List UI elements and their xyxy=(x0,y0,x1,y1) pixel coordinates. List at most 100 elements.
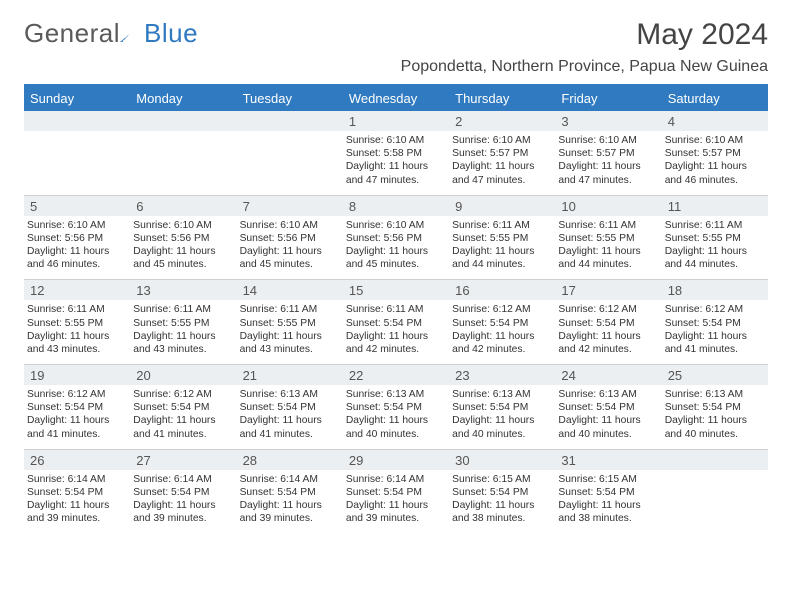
day-number: 28 xyxy=(237,450,343,470)
sunset-line: Sunset: 5:55 PM xyxy=(558,232,658,245)
sunset-line: Sunset: 5:57 PM xyxy=(452,147,552,160)
calendar-cell: 6Sunrise: 6:10 AMSunset: 5:56 PMDaylight… xyxy=(130,196,236,280)
brand-part1: General xyxy=(24,18,120,49)
daylight-line: Daylight: 11 hours and 46 minutes. xyxy=(665,160,765,186)
sunrise-line: Sunrise: 6:14 AM xyxy=(133,473,233,486)
daylight-line: Daylight: 11 hours and 43 minutes. xyxy=(240,330,340,356)
sun-info: Sunrise: 6:10 AMSunset: 5:57 PMDaylight:… xyxy=(665,134,765,187)
calendar-cell: 21Sunrise: 6:13 AMSunset: 5:54 PMDayligh… xyxy=(237,365,343,449)
calendar-cell: 24Sunrise: 6:13 AMSunset: 5:54 PMDayligh… xyxy=(555,365,661,449)
sunrise-line: Sunrise: 6:10 AM xyxy=(346,134,446,147)
sun-info: Sunrise: 6:11 AMSunset: 5:55 PMDaylight:… xyxy=(665,219,765,272)
calendar-week: 1Sunrise: 6:10 AMSunset: 5:58 PMDaylight… xyxy=(24,111,768,195)
sunrise-line: Sunrise: 6:12 AM xyxy=(133,388,233,401)
sunset-line: Sunset: 5:55 PM xyxy=(665,232,765,245)
calendar-week: 5Sunrise: 6:10 AMSunset: 5:56 PMDaylight… xyxy=(24,195,768,280)
calendar-cell: 10Sunrise: 6:11 AMSunset: 5:55 PMDayligh… xyxy=(555,196,661,280)
day-number: 19 xyxy=(24,365,130,385)
day-number: 6 xyxy=(130,196,236,216)
day-number: 2 xyxy=(449,111,555,131)
day-number: 7 xyxy=(237,196,343,216)
sunset-line: Sunset: 5:54 PM xyxy=(240,401,340,414)
calendar-cell: 28Sunrise: 6:14 AMSunset: 5:54 PMDayligh… xyxy=(237,450,343,534)
sunrise-line: Sunrise: 6:10 AM xyxy=(240,219,340,232)
daylight-line: Daylight: 11 hours and 43 minutes. xyxy=(27,330,127,356)
page-header: General Blue May 2024 Popondetta, Northe… xyxy=(24,18,768,76)
day-number: 8 xyxy=(343,196,449,216)
sun-info: Sunrise: 6:12 AMSunset: 5:54 PMDaylight:… xyxy=(665,303,765,356)
sun-info: Sunrise: 6:15 AMSunset: 5:54 PMDaylight:… xyxy=(558,473,658,526)
sunset-line: Sunset: 5:56 PM xyxy=(240,232,340,245)
calendar-cell: 27Sunrise: 6:14 AMSunset: 5:54 PMDayligh… xyxy=(130,450,236,534)
calendar-cell: 16Sunrise: 6:12 AMSunset: 5:54 PMDayligh… xyxy=(449,280,555,364)
sunrise-line: Sunrise: 6:11 AM xyxy=(346,303,446,316)
day-header-cell: Thursday xyxy=(449,86,555,111)
sun-info: Sunrise: 6:10 AMSunset: 5:57 PMDaylight:… xyxy=(558,134,658,187)
sunrise-line: Sunrise: 6:13 AM xyxy=(558,388,658,401)
sun-info: Sunrise: 6:11 AMSunset: 5:54 PMDaylight:… xyxy=(346,303,446,356)
location-text: Popondetta, Northern Province, Papua New… xyxy=(401,58,768,76)
daylight-line: Daylight: 11 hours and 45 minutes. xyxy=(240,245,340,271)
day-number: 20 xyxy=(130,365,236,385)
title-block: May 2024 Popondetta, Northern Province, … xyxy=(401,18,768,76)
day-header-cell: Sunday xyxy=(24,86,130,111)
sun-info: Sunrise: 6:12 AMSunset: 5:54 PMDaylight:… xyxy=(27,388,127,441)
sunset-line: Sunset: 5:54 PM xyxy=(665,317,765,330)
daylight-line: Daylight: 11 hours and 42 minutes. xyxy=(558,330,658,356)
sun-info: Sunrise: 6:10 AMSunset: 5:56 PMDaylight:… xyxy=(27,219,127,272)
sun-info: Sunrise: 6:10 AMSunset: 5:56 PMDaylight:… xyxy=(240,219,340,272)
sun-info: Sunrise: 6:10 AMSunset: 5:57 PMDaylight:… xyxy=(452,134,552,187)
calendar-cell: 12Sunrise: 6:11 AMSunset: 5:55 PMDayligh… xyxy=(24,280,130,364)
sunrise-line: Sunrise: 6:11 AM xyxy=(665,219,765,232)
day-number: 17 xyxy=(555,280,661,300)
sunrise-line: Sunrise: 6:11 AM xyxy=(240,303,340,316)
sun-info: Sunrise: 6:13 AMSunset: 5:54 PMDaylight:… xyxy=(452,388,552,441)
sunset-line: Sunset: 5:54 PM xyxy=(346,486,446,499)
calendar-cell: 14Sunrise: 6:11 AMSunset: 5:55 PMDayligh… xyxy=(237,280,343,364)
day-number: 12 xyxy=(24,280,130,300)
sunset-line: Sunset: 5:55 PM xyxy=(240,317,340,330)
day-number: 22 xyxy=(343,365,449,385)
sun-info: Sunrise: 6:11 AMSunset: 5:55 PMDaylight:… xyxy=(558,219,658,272)
day-header-cell: Wednesday xyxy=(343,86,449,111)
day-number: 13 xyxy=(130,280,236,300)
sun-info: Sunrise: 6:14 AMSunset: 5:54 PMDaylight:… xyxy=(133,473,233,526)
daylight-line: Daylight: 11 hours and 40 minutes. xyxy=(665,414,765,440)
sun-info: Sunrise: 6:10 AMSunset: 5:56 PMDaylight:… xyxy=(346,219,446,272)
day-number: 30 xyxy=(449,450,555,470)
sunrise-line: Sunrise: 6:15 AM xyxy=(558,473,658,486)
calendar-week: 26Sunrise: 6:14 AMSunset: 5:54 PMDayligh… xyxy=(24,449,768,534)
sunrise-line: Sunrise: 6:10 AM xyxy=(452,134,552,147)
sunset-line: Sunset: 5:54 PM xyxy=(452,401,552,414)
day-number: 31 xyxy=(555,450,661,470)
brand-part2: Blue xyxy=(144,18,198,49)
day-number: 26 xyxy=(24,450,130,470)
calendar-cell: 8 Sunrise: 6:10 AMSunset: 5:56 PMDaylight… xyxy=(343,196,449,280)
daylight-line: Daylight: 11 hours and 40 minutes. xyxy=(558,414,658,440)
calendar: SundayMondayTuesdayWednesdayThursdayFrid… xyxy=(24,84,768,533)
daylight-line: Daylight: 11 hours and 39 minutes. xyxy=(346,499,446,525)
sun-info: Sunrise: 6:14 AMSunset: 5:54 PMDaylight:… xyxy=(346,473,446,526)
daylight-line: Daylight: 11 hours and 47 minutes. xyxy=(452,160,552,186)
sunrise-line: Sunrise: 6:14 AM xyxy=(346,473,446,486)
calendar-cell: 20Sunrise: 6:12 AMSunset: 5:54 PMDayligh… xyxy=(130,365,236,449)
daylight-line: Daylight: 11 hours and 38 minutes. xyxy=(558,499,658,525)
calendar-cell: 19 Sunrise: 6:12 AMSunset: 5:54 PMDayligh… xyxy=(24,365,130,449)
calendar-cell: 22Sunrise: 6:13 AMSunset: 5:54 PMDayligh… xyxy=(343,365,449,449)
sunrise-line: Sunrise: 6:12 AM xyxy=(27,388,127,401)
calendar-cell: 18Sunrise: 6:12 AMSunset: 5:54 PMDayligh… xyxy=(662,280,768,364)
sunrise-line: Sunrise: 6:13 AM xyxy=(240,388,340,401)
sunrise-line: Sunrise: 6:14 AM xyxy=(27,473,127,486)
sunrise-line: Sunrise: 6:10 AM xyxy=(665,134,765,147)
day-number: 21 xyxy=(237,365,343,385)
day-header-cell: Saturday xyxy=(662,86,768,111)
calendar-cell: 5Sunrise: 6:10 AMSunset: 5:56 PMDaylight… xyxy=(24,196,130,280)
day-number: 23 xyxy=(449,365,555,385)
sun-info: Sunrise: 6:10 AMSunset: 5:58 PMDaylight:… xyxy=(346,134,446,187)
sunrise-line: Sunrise: 6:13 AM xyxy=(452,388,552,401)
calendar-cell: 23 Sunrise: 6:13 AMSunset: 5:54 PMDayligh… xyxy=(449,365,555,449)
daylight-line: Daylight: 11 hours and 41 minutes. xyxy=(133,414,233,440)
sunset-line: Sunset: 5:54 PM xyxy=(665,401,765,414)
sunrise-line: Sunrise: 6:14 AM xyxy=(240,473,340,486)
day-number: 11 xyxy=(662,196,768,216)
